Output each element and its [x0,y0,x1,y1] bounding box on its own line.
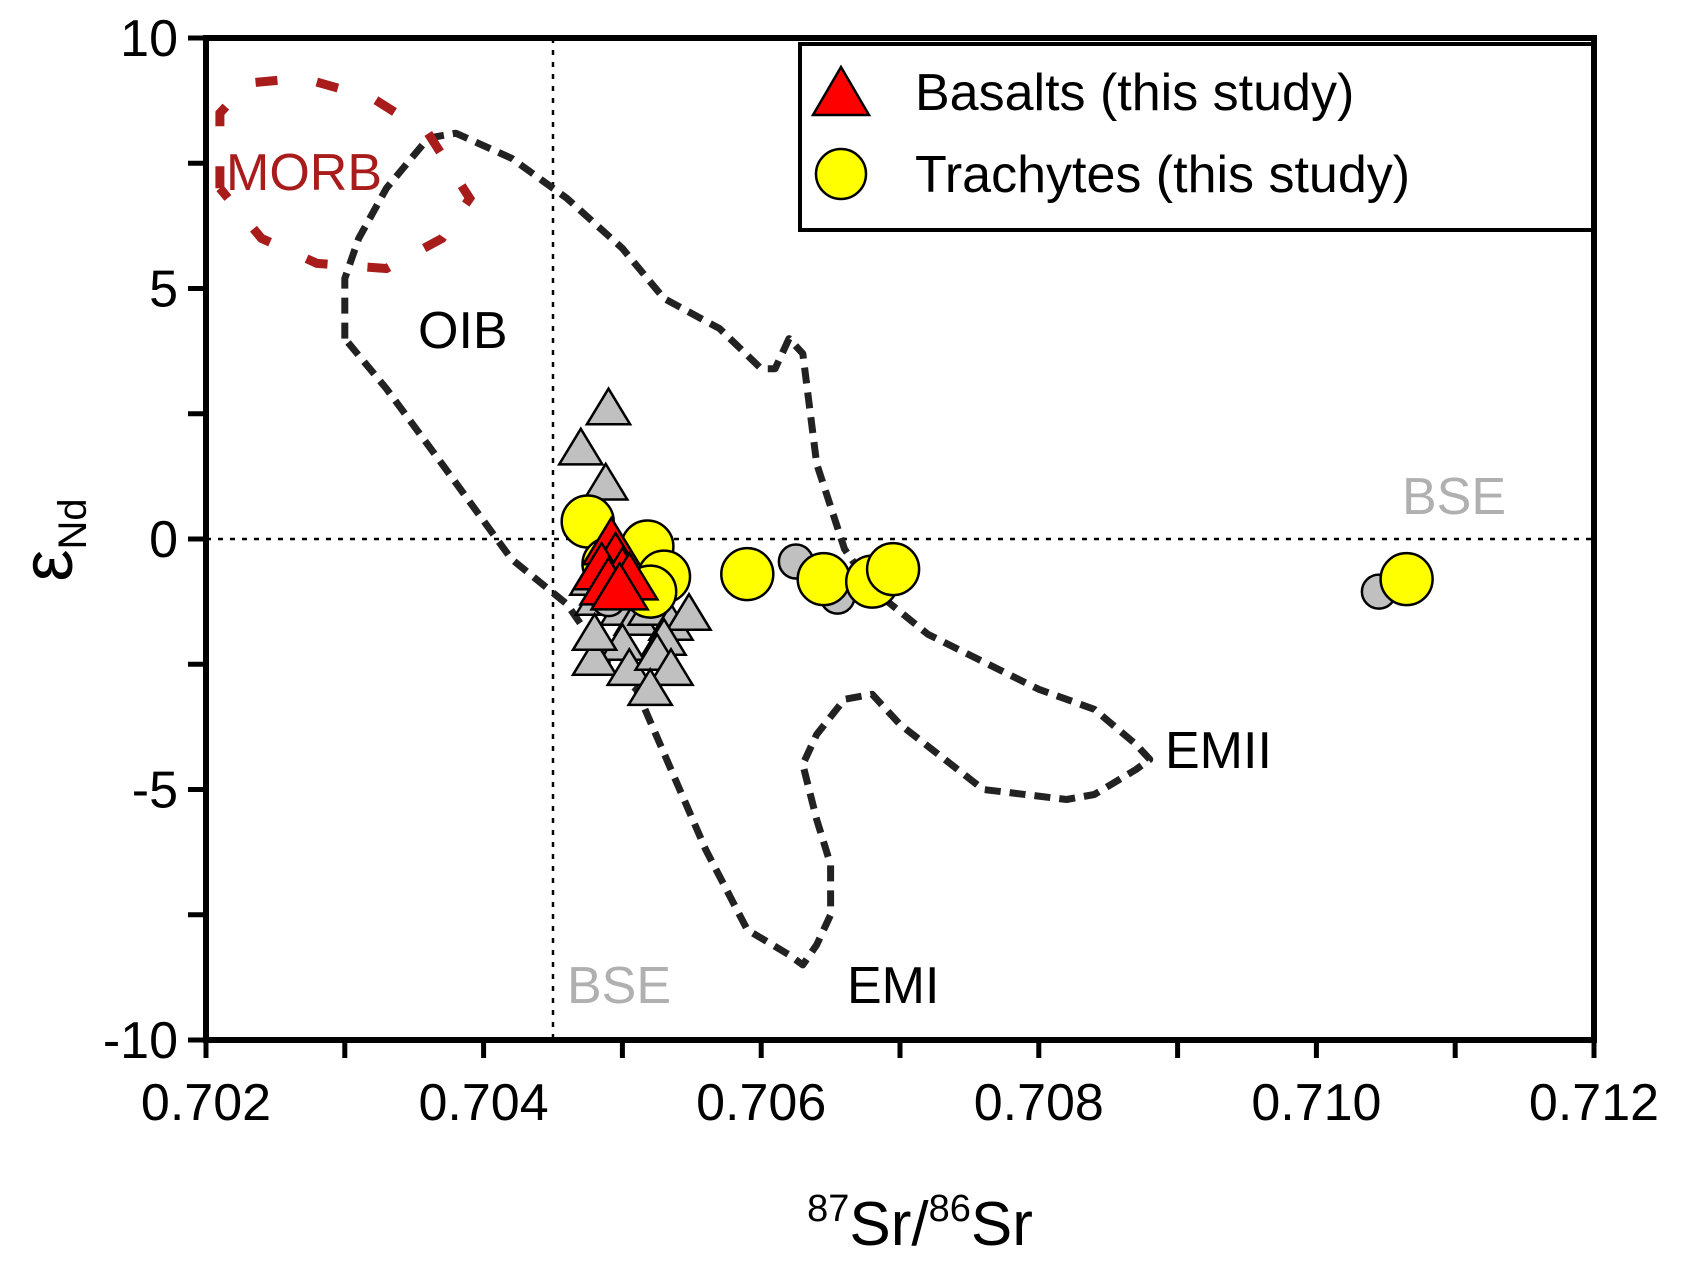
x-tick-label: 0.702 [141,1074,271,1132]
trachyte-point [865,541,921,597]
literature-triangle-point [584,386,633,426]
data-points [556,386,1434,707]
morb-field-outline [215,73,476,274]
literature-triangle-point [570,611,619,652]
emi-label: EMI [847,957,939,1015]
basalt-point [589,560,650,611]
y-tick-label: -5 [132,762,178,820]
y-title-epsilon: ε [8,550,88,582]
legend-basalt-label: Basalts (this study) [915,64,1354,122]
x-title-sup-86: 86 [929,1188,971,1230]
y-tick-label: 10 [120,10,178,68]
x-tick-label: 0.708 [974,1074,1104,1132]
legend-basalt-marker [810,64,872,117]
x-tick-label: 0.712 [1529,1074,1659,1132]
trachyte-point [720,546,775,602]
legend-trachyte-label: Trachytes (this study) [915,146,1410,204]
trachyte-point [1379,551,1434,607]
morb-label: MORB [226,144,382,202]
oib-field-outline [341,129,1154,969]
x-axis-title: 87Sr/86Sr [807,1188,1033,1259]
legend-box [798,42,1595,232]
bse-horizontal-label: BSE [1402,468,1506,526]
x-tick-label: 0.706 [696,1074,826,1132]
x-title-sr: Sr [971,1190,1033,1259]
bse-vertical-label: BSE [567,957,671,1015]
x-tick-label: 0.710 [1251,1074,1381,1132]
literature-triangle-point [581,461,630,501]
legend: Basalts (this study) Trachytes (this stu… [798,42,1595,232]
literature-triangle-point [665,591,713,632]
x-title-sr-slash: Sr/ [849,1190,929,1259]
y-tick-label: 0 [149,511,178,569]
y-tick-label: -10 [103,1012,178,1070]
x-title-sup-87: 87 [807,1188,849,1230]
y-axis-title: εNd [8,498,95,581]
trachyte-point [796,551,851,607]
literature-triangle-point [556,426,605,466]
oib-label: OIB [418,302,508,360]
legend-trachyte-marker [814,147,868,201]
x-tick-label: 0.704 [419,1074,549,1132]
literature-triangle-point [647,646,695,687]
y-title-sub-nd: Nd [51,498,95,549]
axis-ticks: 0.702 0.704 0.706 0.708 0.710 0.712 -10 -5 0 5 10 [103,10,1659,1132]
emii-label: EMII [1165,722,1272,780]
y-tick-label: 5 [149,261,178,319]
literature-triangle-point [626,666,675,707]
literature-triangle-point [570,636,619,677]
